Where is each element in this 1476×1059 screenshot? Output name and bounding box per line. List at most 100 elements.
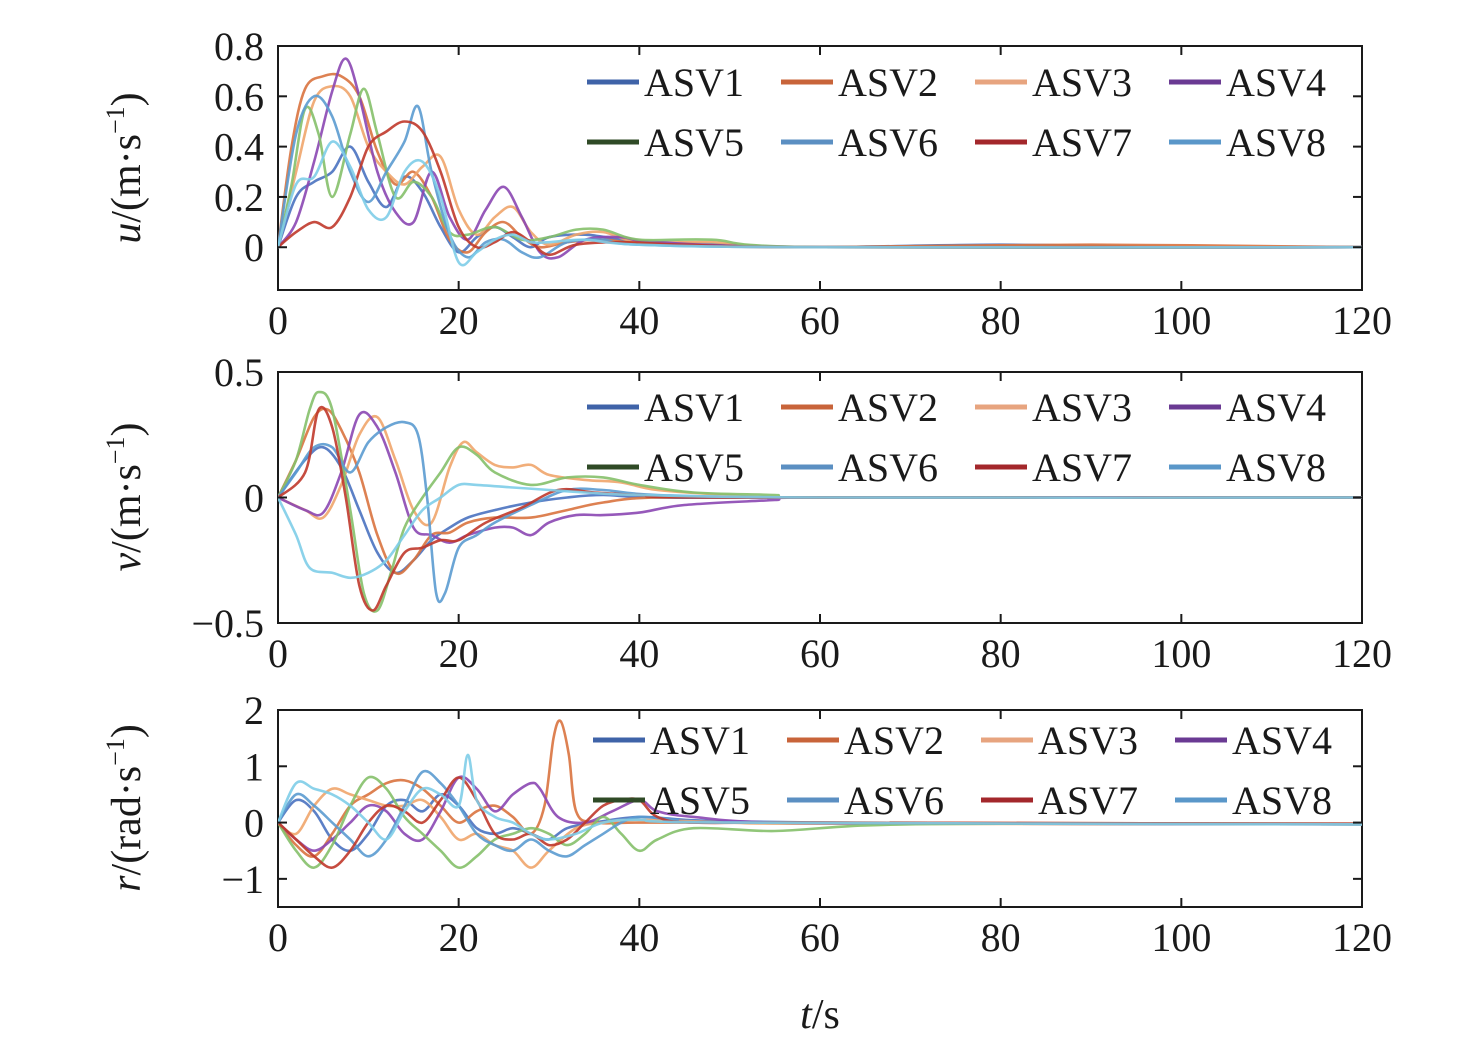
series-line-asv2 <box>278 407 1362 576</box>
y-axis-label: r/(rad·s−1) <box>101 724 150 892</box>
y-axis-label-exp: −1 <box>101 106 130 134</box>
series-line-asv3 <box>278 84 1362 249</box>
axis-ticks: 0 20 40 60 80 100 120 0.8 0.6 0.4 0.2 0 <box>214 24 1392 343</box>
y-tick-label: 0 <box>244 801 264 846</box>
y-tick-label: −0.5 <box>191 601 264 646</box>
legend-label-asv4: ASV4 <box>1232 718 1332 763</box>
legend-label-asv1: ASV1 <box>650 718 750 763</box>
x-tick-label: 0 <box>268 631 288 676</box>
legend-label-asv2: ASV2 <box>838 60 938 105</box>
legend: ASV1 ASV2 ASV3 ASV4 ASV5 ASV6 ASV7 ASV8 <box>587 60 1326 165</box>
x-axis-label-unit: /s <box>812 992 840 1038</box>
legend-label-asv2: ASV2 <box>838 385 938 430</box>
x-tick-label: 60 <box>800 915 840 960</box>
x-tick-label: 120 <box>1332 298 1392 343</box>
y-axis-label-var: u <box>104 223 150 244</box>
series-line-asv4 <box>278 775 1362 852</box>
x-tick-label: 120 <box>1332 915 1392 960</box>
legend-label-asv6: ASV6 <box>838 120 938 165</box>
legend-label-asv5: ASV5 <box>650 778 750 823</box>
y-tick-label: 0.4 <box>214 125 264 170</box>
legend-label-asv8: ASV8 <box>1232 778 1332 823</box>
y-tick-label: −1 <box>221 857 264 902</box>
x-tick-label: 20 <box>439 915 479 960</box>
x-tick-label: 40 <box>619 298 659 343</box>
y-axis-label-exp: −1 <box>101 437 130 465</box>
x-tick-label: 0 <box>268 915 288 960</box>
x-tick-label: 80 <box>981 915 1021 960</box>
series-line-asv8 <box>278 482 1362 580</box>
series-line-asv4 <box>278 410 1362 544</box>
legend-label-asv8: ASV8 <box>1226 445 1326 490</box>
legend-label-asv6: ASV6 <box>838 445 938 490</box>
series-line-asv5 <box>278 775 1362 869</box>
y-tick-label: 2 <box>244 688 264 733</box>
x-tick-label: 0 <box>268 298 288 343</box>
x-tick-label: 40 <box>619 631 659 676</box>
x-tick-label: 40 <box>619 915 659 960</box>
y-tick-label: 0.6 <box>214 74 264 119</box>
series-line-asv6 <box>278 420 1362 604</box>
legend-label-asv7: ASV7 <box>1032 445 1132 490</box>
x-tick-label: 100 <box>1151 298 1211 343</box>
y-axis-label: v/(m·s−1) <box>101 423 150 572</box>
legend-label-asv6: ASV6 <box>844 778 944 823</box>
y-axis-label-exp: −1 <box>101 738 130 766</box>
series-lines <box>278 719 1362 869</box>
series-line-asv4 <box>278 57 1362 260</box>
y-axis-label-close: ) <box>104 92 150 106</box>
series-line-asv7 <box>278 405 1362 612</box>
y-axis-label-unit: /(m·s <box>104 134 150 223</box>
y-axis-label: u/(m·s−1) <box>101 92 150 243</box>
series-lines <box>278 390 1362 613</box>
y-axis-label-var: v <box>104 552 150 571</box>
legend-label-asv7: ASV7 <box>1032 120 1132 165</box>
legend-label-asv1: ASV1 <box>644 385 744 430</box>
y-axis-label-var: r <box>104 875 150 892</box>
series-line-asv3 <box>278 414 1362 527</box>
legend-label-asv7: ASV7 <box>1038 778 1138 823</box>
x-tick-label: 60 <box>800 298 840 343</box>
legend-label-asv1: ASV1 <box>644 60 744 105</box>
x-tick-label: 60 <box>800 631 840 676</box>
x-tick-label: 20 <box>439 631 479 676</box>
legend-label-asv4: ASV4 <box>1226 60 1326 105</box>
legend-label-asv3: ASV3 <box>1032 60 1132 105</box>
legend-label-asv5: ASV5 <box>644 445 744 490</box>
legend: ASV1 ASV2 ASV3 ASV4 ASV5 ASV6 ASV7 ASV8 <box>587 385 1326 490</box>
y-tick-label: 0 <box>244 225 264 270</box>
y-tick-label: 0.8 <box>214 24 264 69</box>
series-line-asv6 <box>278 769 1362 858</box>
legend-label-asv2: ASV2 <box>844 718 944 763</box>
y-axis-label-close: ) <box>104 423 150 437</box>
legend-label-asv4: ASV4 <box>1226 385 1326 430</box>
x-tick-label: 20 <box>439 298 479 343</box>
series-line-asv5 <box>278 87 1362 250</box>
series-line-asv6 <box>278 94 1362 259</box>
x-tick-label: 100 <box>1151 915 1211 960</box>
legend-label-asv3: ASV3 <box>1032 385 1132 430</box>
y-axis-label-close: ) <box>104 724 150 738</box>
y-tick-label: 0 <box>244 476 264 521</box>
x-tick-label: 80 <box>981 298 1021 343</box>
x-tick-label: 120 <box>1332 631 1392 676</box>
y-tick-label: 0.5 <box>214 350 264 395</box>
series-lines <box>278 57 1362 267</box>
series-line-asv8 <box>278 753 1362 841</box>
series-line-asv5 <box>278 390 1362 613</box>
legend-label-asv8: ASV8 <box>1226 120 1326 165</box>
series-line-asv8 <box>278 140 1362 267</box>
y-axis-label-unit: /(m·s <box>104 464 150 553</box>
y-axis-label-unit: /(rad·s <box>104 766 150 876</box>
x-axis-label: t/s <box>800 992 840 1038</box>
x-tick-label: 100 <box>1151 631 1211 676</box>
y-tick-label: 1 <box>244 744 264 789</box>
x-axis-label-var: t <box>800 992 813 1038</box>
legend-label-asv3: ASV3 <box>1038 718 1138 763</box>
y-tick-label: 0.2 <box>214 175 264 220</box>
